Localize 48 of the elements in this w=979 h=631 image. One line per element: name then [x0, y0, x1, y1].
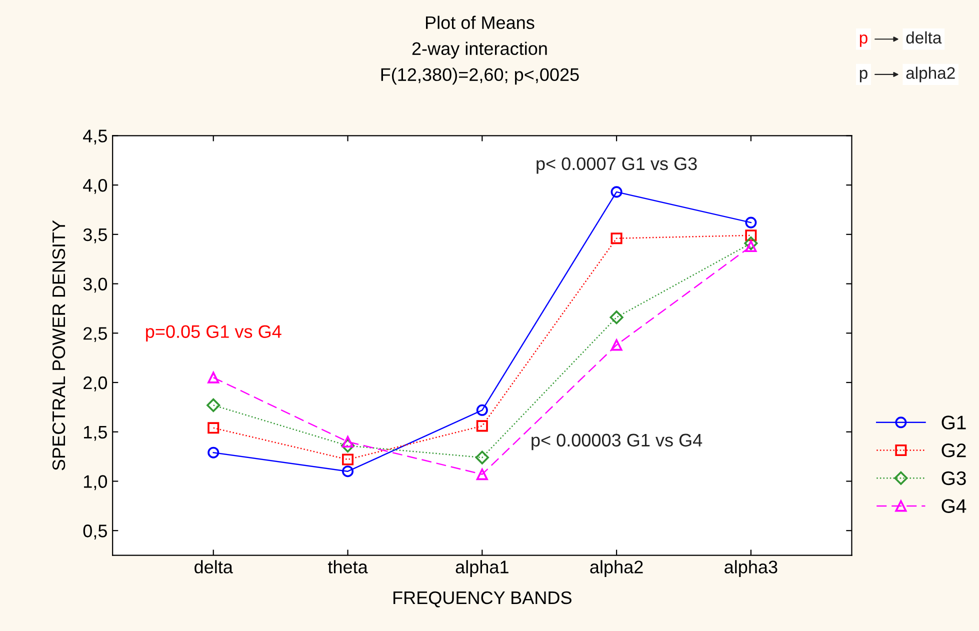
point: [745, 230, 757, 242]
x-tick-label: delta: [194, 560, 233, 574]
x-axis-title: FREQUENCY BANDS: [394, 591, 572, 608]
legend-label: G4: [942, 499, 966, 513]
y-tick-label: 2,5: [84, 327, 107, 342]
x-tick-label: theta: [328, 560, 368, 574]
legend-label: G2: [942, 443, 966, 458]
point: [476, 468, 488, 480]
point: [340, 438, 355, 452]
legend-label: G1: [942, 416, 966, 430]
point: [476, 420, 488, 432]
point: [208, 446, 220, 458]
text: alpha2: [906, 66, 955, 82]
point: [208, 422, 220, 434]
point: [342, 454, 354, 466]
point: [745, 240, 757, 252]
point: [342, 466, 354, 478]
y-tick-label: 3,5: [83, 228, 107, 244]
annotation: p< 0.0007 G1 vs G3: [536, 157, 697, 174]
chart-title: Plot of Means 2-way interaction F(12,380)=2,60; p<,0025: [381, 16, 579, 85]
point: [475, 450, 489, 464]
y-tick-label: 1,5: [84, 426, 107, 441]
y-tick-label: 4,0: [83, 178, 108, 194]
point: [744, 236, 758, 250]
x-tick-label: alpha3: [724, 560, 778, 577]
annotation: p=0.05 G1 vs G4: [146, 325, 282, 342]
y-tick-label: 1,0: [84, 475, 108, 490]
point: [610, 339, 622, 351]
point: [476, 404, 488, 416]
point: [610, 186, 622, 198]
y-tick-label: 2,0: [84, 376, 108, 392]
point: [745, 216, 757, 228]
y-tick-label: 4,5: [83, 130, 107, 145]
y-axis-title: SPECTRAL POWER DENSITY: [52, 220, 66, 470]
y-tick-label: 0,5: [83, 524, 107, 540]
annotation: p< 0.00003 G1 vs G4: [532, 434, 702, 450]
point: [206, 398, 220, 412]
text: p: [860, 70, 868, 82]
y-tick-label: 3,0: [83, 278, 108, 293]
x-tick-label: alpha1: [456, 560, 508, 577]
x-tick-label: alpha2: [590, 560, 643, 577]
point: [610, 232, 622, 244]
legend-label: G3: [942, 471, 966, 486]
point: [342, 436, 354, 448]
text: p: [860, 34, 868, 47]
point: [610, 310, 624, 324]
text: delta: [906, 31, 942, 44]
point: [208, 372, 220, 384]
